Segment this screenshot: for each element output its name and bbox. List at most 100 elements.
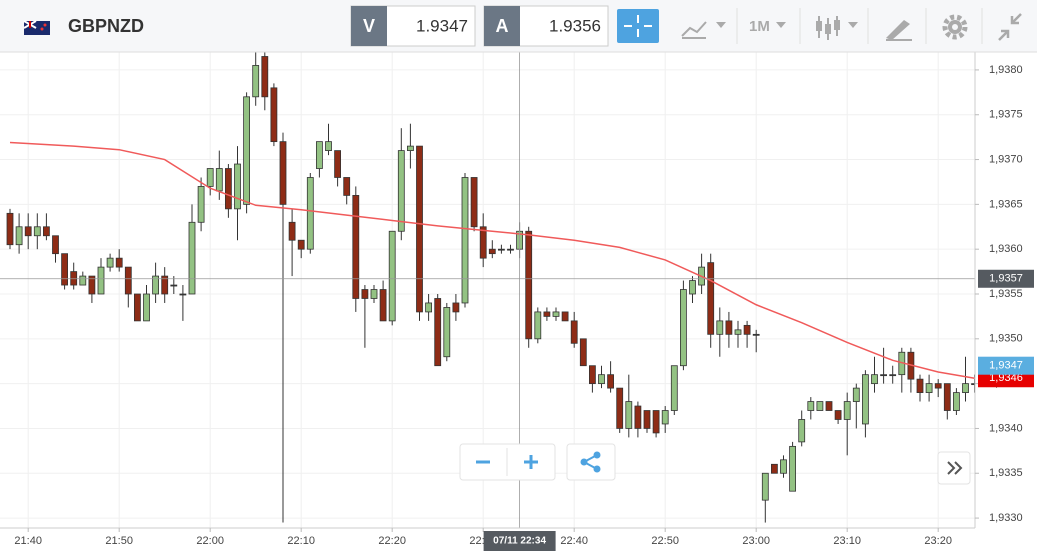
candle-body	[197, 186, 205, 223]
candle-body	[334, 150, 342, 178]
candle-body	[488, 248, 496, 255]
x-tick-label: 23:20	[924, 535, 952, 547]
candle-body	[880, 374, 887, 377]
candle-body	[61, 253, 68, 286]
candle-body	[6, 212, 14, 246]
candle-body	[188, 221, 196, 295]
candle-body	[561, 311, 569, 322]
candle-body	[725, 320, 733, 335]
candle-body	[643, 410, 651, 429]
candle-body	[789, 445, 796, 492]
zoom-in-button[interactable]	[524, 455, 538, 469]
candle-body	[470, 177, 478, 228]
x-tick-label: 23:10	[833, 535, 861, 547]
chart-type-button[interactable]	[681, 21, 726, 39]
candle-body	[270, 87, 278, 143]
candle-body	[716, 320, 724, 335]
crosshair-time-tag	[483, 531, 556, 551]
zoom-controls	[459, 443, 556, 481]
candle-body	[115, 257, 123, 268]
candle-body	[261, 56, 269, 98]
x-tick-label: 22:50	[651, 535, 679, 547]
candle-body	[425, 302, 433, 313]
x-tick-label: 22:10	[287, 535, 315, 547]
candle-body	[807, 401, 815, 411]
price-tag-label: 1,9346	[989, 372, 1023, 384]
candle-body	[962, 383, 969, 393]
candle-body	[616, 387, 624, 429]
candle-body	[925, 383, 933, 393]
candle-body	[170, 284, 178, 287]
candle-body	[852, 387, 860, 402]
collapse-button[interactable]	[998, 13, 1022, 41]
x-tick-label: 22:00	[196, 535, 224, 547]
candle-body	[634, 405, 642, 429]
candle-body	[452, 302, 460, 313]
candle-body	[461, 177, 469, 304]
buy-label-box[interactable]	[484, 6, 520, 46]
y-tick-label: 1,9360	[989, 243, 1023, 255]
candle-body	[689, 280, 696, 295]
candle-body	[825, 401, 833, 411]
crosshair-price-tag	[978, 269, 1034, 288]
y-tick-label: 1,9375	[989, 109, 1023, 121]
x-tick-label: 22:20	[378, 535, 406, 547]
candle-body	[143, 293, 150, 322]
crosshair-button[interactable]	[617, 9, 659, 43]
sell-label-box[interactable]	[351, 6, 387, 46]
candle-body	[752, 333, 760, 336]
y-tick-label: 1,9365	[989, 198, 1023, 210]
x-tick-label: 21:50	[105, 535, 133, 547]
candle-body	[79, 275, 87, 286]
candle-body	[288, 221, 296, 241]
candle-body	[479, 226, 487, 259]
timeframe-button[interactable]: 1M	[749, 18, 786, 35]
candle-body	[306, 177, 314, 250]
y-tick-label: 1,9330	[989, 512, 1023, 524]
candle-body	[670, 365, 678, 411]
sell-price: 1.9347	[416, 16, 468, 35]
candle-body	[224, 168, 232, 210]
crosshair-price-label: 1,9357	[989, 273, 1023, 285]
y-tick-label: 1,9340	[989, 422, 1023, 434]
candle-body	[206, 168, 214, 187]
candle-body	[370, 289, 378, 299]
draw-button[interactable]	[886, 20, 912, 41]
candle-body	[497, 248, 505, 251]
buy-price: 1.9356	[549, 16, 601, 35]
y-tick-label: 1,9350	[989, 333, 1023, 345]
candle-body	[24, 226, 32, 237]
candle-body	[543, 311, 551, 317]
candle-body	[625, 401, 633, 429]
x-tick-label: 21:40	[14, 535, 42, 547]
candle-body	[397, 150, 405, 232]
candle-body	[343, 177, 351, 196]
candle-body	[680, 289, 687, 367]
candle-body	[507, 248, 514, 251]
candle-body	[161, 275, 169, 295]
candle-body	[443, 307, 451, 358]
candle-body	[297, 239, 305, 250]
timeframe: 1M	[749, 18, 770, 35]
candle-body	[352, 195, 360, 299]
candle-body	[934, 383, 942, 389]
plot-area	[0, 52, 975, 528]
candle-body	[761, 472, 769, 501]
candle-body	[106, 257, 114, 268]
candle-body	[70, 271, 78, 286]
candle-body	[133, 293, 141, 322]
symbol: GBPNZD	[68, 16, 144, 36]
candle-style-button[interactable]	[816, 16, 858, 40]
scroll-right-button[interactable]	[937, 451, 971, 485]
candle-body	[434, 298, 442, 367]
candle-body	[97, 266, 105, 295]
candle-body	[834, 410, 842, 420]
x-tick-label: 23:00	[742, 535, 770, 547]
settings-button[interactable]	[942, 14, 968, 40]
share-button[interactable]	[566, 443, 616, 481]
flag	[23, 20, 50, 35]
price-tag-label: 1,9347	[989, 360, 1023, 372]
candle-body	[652, 410, 660, 434]
moving-average-line	[9, 141, 975, 379]
candle-body	[15, 226, 23, 246]
